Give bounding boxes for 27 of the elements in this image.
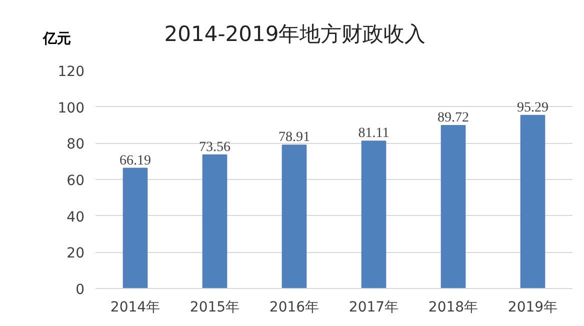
bar <box>361 140 386 288</box>
data-label: 81.11 <box>358 126 390 142</box>
data-label: 89.72 <box>438 110 469 126</box>
x-tick-label: 2016年 <box>269 300 320 316</box>
data-label: 95.29 <box>517 100 548 116</box>
x-tick-label: 2014年 <box>110 300 160 316</box>
y-tick-label: 0 <box>76 282 85 298</box>
y-tick-label: 20 <box>66 246 85 262</box>
y-tick-label: 60 <box>66 173 85 189</box>
bar <box>520 114 546 288</box>
x-tick-label: 2017年 <box>348 300 399 316</box>
x-tick-label: 2018年 <box>428 300 478 316</box>
bar <box>202 154 228 288</box>
y-tick-label: 120 <box>58 64 85 80</box>
chart-title: 2014-2019年地方财政收入 <box>164 22 426 46</box>
y-tick-label: 100 <box>58 100 85 116</box>
x-tick-label: 2019年 <box>508 300 558 316</box>
x-tick-label: 2015年 <box>190 300 240 316</box>
data-label: 78.91 <box>278 130 310 146</box>
bar <box>440 125 466 288</box>
bar <box>122 168 148 288</box>
bar <box>282 144 307 288</box>
y-tick-label: 40 <box>66 209 85 226</box>
y-tick-label: 80 <box>66 136 85 153</box>
y-axis-title: 亿元 <box>43 30 71 49</box>
data-label: 66.19 <box>120 153 151 168</box>
data-label: 73.56 <box>199 140 230 155</box>
